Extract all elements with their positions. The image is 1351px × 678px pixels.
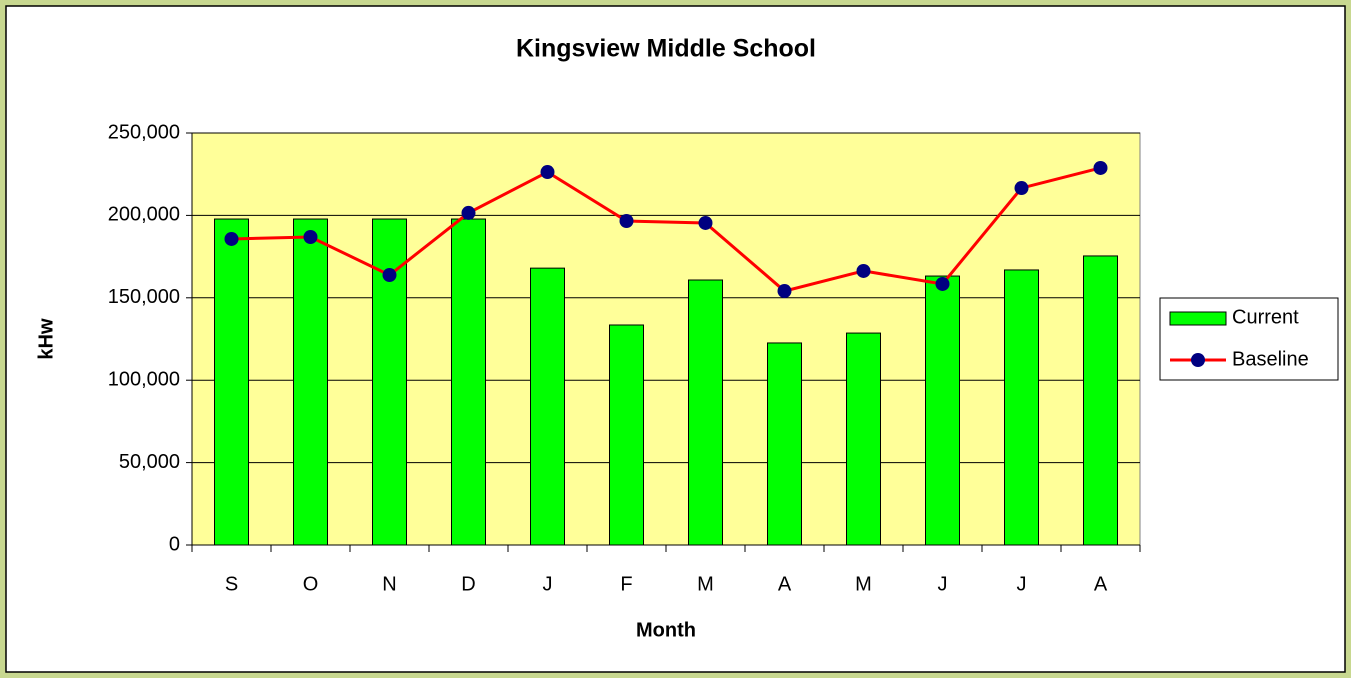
- x-tick-label: F: [620, 573, 632, 595]
- bar: [1004, 269, 1039, 546]
- bar: [293, 218, 328, 546]
- x-tick-label: J: [1017, 573, 1027, 595]
- plot-area: [191, 132, 1141, 546]
- chart-title: Kingsview Middle School: [516, 35, 816, 63]
- y-tick-label: 0: [169, 533, 180, 555]
- y-tick-label: 100,000: [108, 368, 180, 390]
- marker: [461, 205, 476, 220]
- marker: [1014, 181, 1029, 196]
- y-tick-label: 150,000: [108, 286, 180, 308]
- legend-swatch: [1169, 311, 1227, 326]
- legend-label: Baseline: [1232, 348, 1309, 370]
- bar: [925, 275, 960, 546]
- marker: [856, 263, 871, 278]
- marker: [540, 165, 555, 180]
- x-tick-label: M: [697, 573, 714, 595]
- marker: [224, 231, 239, 246]
- y-tick-label: 200,000: [108, 204, 180, 226]
- x-tick-label: O: [303, 573, 319, 595]
- marker: [777, 284, 792, 299]
- x-axis-label: Month: [636, 619, 696, 641]
- x-tick-label: S: [225, 573, 238, 595]
- marker: [382, 268, 397, 283]
- bar: [846, 332, 881, 546]
- line: [231, 166, 1101, 293]
- marker: [698, 215, 713, 230]
- x-tick-label: J: [938, 573, 948, 595]
- legend-marker: [1191, 353, 1205, 367]
- bar: [1083, 255, 1118, 546]
- marker: [619, 214, 634, 229]
- y-axis-label: kHw: [35, 318, 57, 360]
- legend-label: Current: [1232, 306, 1299, 328]
- x-tick-label: A: [1094, 573, 1108, 595]
- bar: [688, 279, 723, 546]
- x-tick-label: M: [855, 573, 872, 595]
- bar: [530, 267, 565, 546]
- bar: [214, 218, 249, 546]
- marker: [1093, 160, 1108, 175]
- bar: [767, 342, 802, 546]
- x-tick-label: N: [382, 573, 396, 595]
- y-tick-label: 250,000: [108, 121, 180, 143]
- bar: [609, 324, 644, 546]
- marker: [303, 229, 318, 244]
- bar: [451, 218, 486, 546]
- x-tick-label: J: [543, 573, 553, 595]
- y-tick-label: 50,000: [119, 451, 180, 473]
- x-tick-label: A: [778, 573, 792, 595]
- x-tick-label: D: [461, 573, 475, 595]
- marker: [935, 276, 950, 291]
